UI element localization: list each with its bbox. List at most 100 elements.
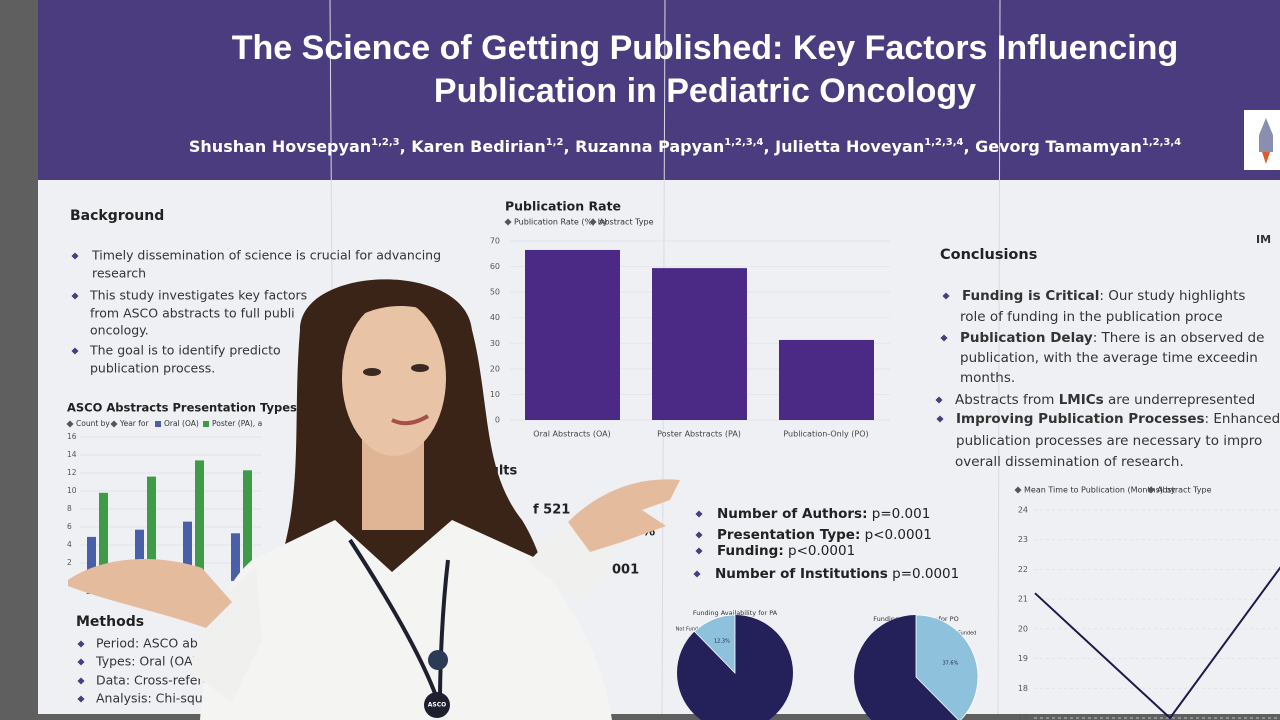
method-item: Period: ASCO ab — [96, 636, 198, 651]
text-run: months. — [960, 370, 1015, 386]
author-name: Ruzanna Papyan — [575, 137, 724, 156]
y-tick-label: 30 — [490, 339, 500, 348]
pie-label: Not Funded — [948, 631, 977, 637]
conclusion-line: Improving Publication Processes: Enhance… — [956, 411, 1280, 427]
legend-text: Abstract Type — [1157, 486, 1212, 495]
background-line: research — [92, 266, 146, 281]
pie-value-label: 37.6% — [942, 660, 958, 666]
bullet — [77, 695, 85, 703]
author-affiliation: 1,2,3 — [371, 137, 400, 148]
left-sleeve — [190, 566, 262, 702]
conclusion-line: Funding is Critical: Our study highlight… — [962, 288, 1245, 304]
background-line: Timely dissemination of science is cruci… — [91, 248, 441, 263]
fold — [997, 0, 1001, 715]
separator: , — [763, 137, 775, 156]
bullet — [936, 415, 944, 423]
result-item: Funding: p<0.0001 — [717, 543, 855, 559]
text-run: : Enhanced — [1205, 411, 1280, 427]
y-tick-label: 20 — [1018, 624, 1028, 633]
bullet — [695, 510, 703, 518]
result-fragment: f 521 — [533, 503, 570, 518]
legend-text: Count by — [76, 419, 110, 428]
bullet — [695, 531, 703, 539]
y-tick-label: 19 — [1018, 654, 1028, 663]
y-tick-label: 6 — [67, 522, 72, 531]
bullet — [589, 218, 597, 226]
bar — [99, 492, 108, 581]
background-line: oncology. — [90, 323, 149, 338]
y-tick-label: 14 — [67, 450, 77, 459]
legend-swatch — [155, 421, 161, 427]
poster-title: The Science of Getting Published: Key Fa… — [232, 29, 1178, 67]
y-tick-label: 40 — [490, 313, 500, 322]
bullet — [935, 396, 943, 404]
shirt — [200, 520, 612, 720]
logo-text: IM — [1256, 233, 1271, 246]
person: ASCO — [68, 279, 680, 720]
pie-slice — [693, 614, 736, 674]
y-tick-label: 70 — [490, 237, 500, 246]
bar — [135, 529, 144, 581]
y-tick-label: 22 — [1018, 565, 1028, 574]
legend-text: Year for — [119, 419, 149, 428]
y-tick-label: 2 — [67, 558, 72, 567]
bar — [183, 521, 192, 581]
rocket-flame — [1262, 152, 1270, 164]
y-tick-label: 20 — [490, 364, 500, 373]
bold-text: Publication Delay — [960, 330, 1093, 346]
section-heading: Background — [70, 208, 164, 224]
bar — [147, 476, 156, 581]
separator: , — [563, 137, 575, 156]
bullet — [71, 347, 79, 355]
bullet — [1014, 486, 1022, 494]
author-affiliation: 1,2,3,4 — [724, 137, 763, 148]
bullet — [77, 658, 85, 666]
poster-title: Publication in Pediatric Oncology — [434, 72, 976, 110]
result-item: Number of Authors: p=0.001 — [717, 506, 930, 522]
separator: , — [400, 137, 412, 156]
bar — [525, 249, 620, 420]
text-run: are underrepresented — [1104, 392, 1255, 408]
result-item: Number of Institutions p=0.0001 — [715, 566, 959, 582]
eye — [363, 368, 381, 376]
bullet — [942, 292, 950, 300]
author-affiliation: 1,2 — [546, 137, 564, 148]
lanyard — [438, 559, 450, 695]
bullet — [940, 334, 948, 342]
author-affiliation: 1,2,3,4 — [1142, 137, 1181, 148]
conclusion-line: publication processes are necessary to i… — [956, 433, 1262, 449]
line-series — [1034, 566, 1280, 720]
legend-text: Mean Time to Publication (Months) by — [1024, 486, 1176, 495]
text-run: role of funding in the publication proce — [960, 309, 1223, 325]
bar — [243, 470, 252, 581]
method-item: Types: Oral (OA) — [95, 654, 197, 669]
x-tick-label: Poster Abstracts (PA) — [657, 430, 741, 439]
bullet — [77, 677, 85, 685]
background-line: This study investigates key factors — [89, 288, 307, 303]
y-tick-label: 24 — [1018, 506, 1028, 515]
legend-entry: Poster (PA), a — [212, 419, 262, 428]
bold-text: Presentation Type: — [717, 527, 860, 543]
y-tick-label: 60 — [490, 262, 500, 271]
bar — [652, 268, 747, 420]
chart-title: ASCO Abstracts Presentation Types — [67, 401, 297, 415]
section-heading: Conclusions — [940, 247, 1037, 263]
bullet — [693, 570, 701, 578]
conclusion-line: Abstracts from LMICs are underrepresente… — [955, 392, 1255, 408]
bold-text: LMICs — [1059, 392, 1104, 408]
text-run: p<0.0001 — [784, 543, 855, 559]
bullet — [77, 640, 85, 648]
left-hand — [68, 558, 232, 628]
text-run: publication processes are necessary to i… — [956, 433, 1262, 449]
text-run: : There is an observed de — [1093, 330, 1265, 346]
author-name: Julietta Hoveyan — [774, 137, 924, 156]
method-item: Analysis: Chi-squ — [96, 691, 203, 706]
y-tick-label: 4 — [67, 540, 72, 549]
authors: Shushan Hovsepyan1,2,3, Karen Bedirian1,… — [189, 137, 1181, 156]
section-heading: Methods — [76, 614, 144, 630]
conclusion-line: overall dissemination of research. — [955, 454, 1184, 470]
legend-text: Publication Rate (%) by — [514, 218, 608, 227]
y-tick-label: 10 — [67, 486, 77, 495]
